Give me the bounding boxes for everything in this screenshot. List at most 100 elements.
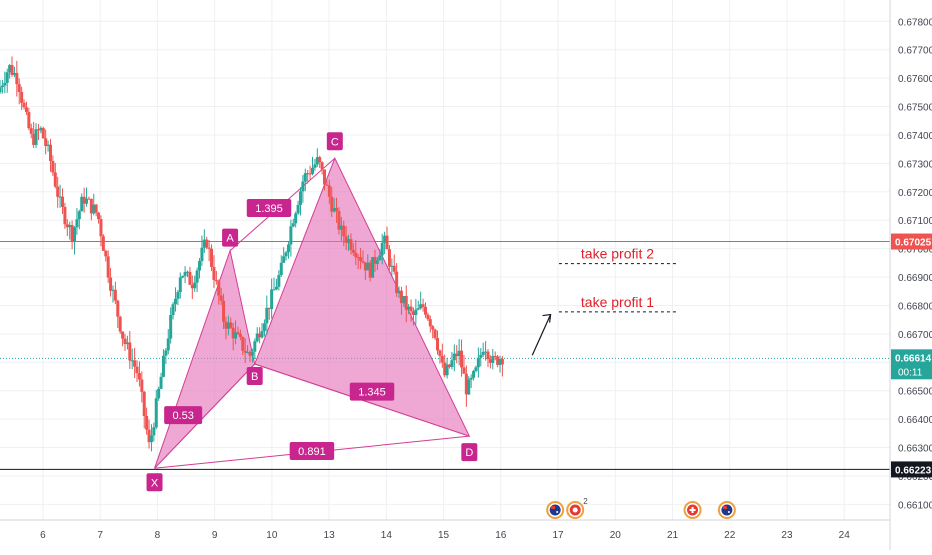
- candle-up: [234, 332, 238, 339]
- candle-down: [395, 271, 399, 294]
- pattern-ratio-1-395[interactable]: 1.395: [246, 199, 292, 217]
- time-tick-label: 14: [381, 530, 393, 541]
- candle-up: [166, 338, 170, 351]
- target-arrow-head: [542, 313, 552, 323]
- candle-down: [205, 239, 209, 248]
- candle-down: [70, 225, 74, 242]
- candle-down: [82, 196, 86, 204]
- candle-down: [306, 173, 310, 175]
- take-profit-label: take profit 1: [581, 294, 654, 310]
- candle-up: [181, 275, 185, 278]
- pattern-ratio-label: 0.53: [172, 410, 193, 422]
- candle-up: [315, 157, 319, 165]
- flag-union: [722, 506, 727, 509]
- candle-up: [111, 289, 115, 291]
- pattern-ratio-1-345[interactable]: 1.345: [349, 382, 395, 401]
- candle-up: [8, 65, 12, 73]
- candle-down: [455, 353, 459, 357]
- candle-down: [236, 332, 240, 334]
- candle-up: [289, 226, 293, 245]
- pattern-leg-xb[interactable]: [154, 363, 256, 469]
- candle-up: [262, 323, 266, 332]
- pattern-triangle-xab[interactable]: [154, 248, 256, 469]
- pattern-point-badge: [246, 367, 263, 385]
- candle-down: [392, 265, 396, 272]
- candle-down: [421, 304, 425, 307]
- flag-star: [556, 511, 559, 513]
- take-profit-1[interactable]: take profit 1: [558, 294, 676, 313]
- candle-up: [313, 164, 317, 168]
- candle-down: [267, 307, 271, 310]
- pattern-ratio-label: 1.395: [255, 203, 283, 215]
- pattern-labels[interactable]: X A B C D 1.395 0.53 1.345 0.891: [146, 132, 478, 492]
- candle-down: [123, 338, 127, 345]
- candle-up: [467, 379, 471, 395]
- candle-down: [104, 250, 108, 257]
- candle-up: [416, 308, 420, 310]
- take-profit-2[interactable]: take profit 2: [558, 246, 676, 265]
- price-tick-label: 0.66100: [898, 500, 932, 511]
- candle-up: [272, 289, 276, 291]
- candle-down: [217, 281, 221, 296]
- candle-down: [53, 172, 57, 187]
- candle-down: [135, 366, 139, 374]
- switzerland-flag-icon[interactable]: [683, 501, 702, 519]
- candle-up: [46, 144, 50, 147]
- take-profit-label: take profit 2: [581, 246, 654, 262]
- pattern-point-c[interactable]: C: [326, 132, 343, 151]
- bar-countdown-timer: 00:11: [898, 367, 923, 378]
- pattern-point-badge: [222, 228, 239, 247]
- pattern-point-x[interactable]: X: [146, 473, 163, 492]
- candle-down: [207, 247, 211, 249]
- australia-flag-icon[interactable]: [546, 501, 565, 519]
- candle-down: [342, 225, 346, 237]
- candle-down: [409, 306, 413, 312]
- candle-up: [183, 271, 187, 276]
- time-tick-label: 9: [212, 530, 218, 541]
- candle-down: [248, 352, 252, 356]
- event-markers[interactable]: 2: [546, 497, 736, 519]
- candle-down: [361, 261, 365, 263]
- candle-up: [226, 322, 230, 329]
- candle-down: [241, 337, 245, 351]
- candle-down: [20, 92, 24, 103]
- event-count-icon[interactable]: 2: [566, 497, 588, 519]
- pattern-ratio-label: 1.345: [358, 387, 386, 399]
- price-tick-label: 0.66800: [898, 301, 932, 312]
- pattern-point-d[interactable]: D: [461, 443, 478, 462]
- candle-down: [10, 65, 14, 75]
- candle-up: [34, 129, 38, 145]
- candle-down: [137, 373, 141, 380]
- pattern-point-badge: [146, 473, 163, 492]
- candle-down: [404, 295, 408, 310]
- pattern-point-label: B: [251, 371, 258, 383]
- candle-up: [445, 364, 449, 376]
- candle-down: [99, 219, 103, 237]
- candle-up: [397, 290, 401, 294]
- australia-flag-icon[interactable]: [717, 501, 736, 519]
- candle-up: [159, 376, 163, 389]
- pattern-point-badge: [326, 132, 343, 151]
- pattern-ratio-0-891[interactable]: 0.891: [289, 441, 335, 460]
- candle-down: [140, 379, 144, 392]
- candle-up: [77, 211, 81, 220]
- pattern-ratio-label: 0.891: [298, 446, 326, 458]
- candle-down: [318, 157, 322, 163]
- time-tick-label: 13: [324, 530, 336, 541]
- candle-down: [222, 300, 226, 322]
- pattern-point-b[interactable]: B: [246, 367, 263, 385]
- pattern-point-a[interactable]: A: [222, 228, 239, 247]
- pattern-ratio-0-53[interactable]: 0.53: [164, 406, 203, 425]
- candle-up: [161, 355, 165, 377]
- candle-up: [255, 333, 259, 342]
- candle-up: [303, 173, 307, 182]
- candle-down: [428, 319, 432, 327]
- flag-star: [727, 511, 730, 513]
- annotations[interactable]: take profit 2 take profit 1: [531, 246, 676, 356]
- candle-down: [464, 373, 468, 395]
- candle-up: [246, 352, 250, 354]
- candle-up: [80, 196, 84, 212]
- candle-up: [339, 225, 343, 230]
